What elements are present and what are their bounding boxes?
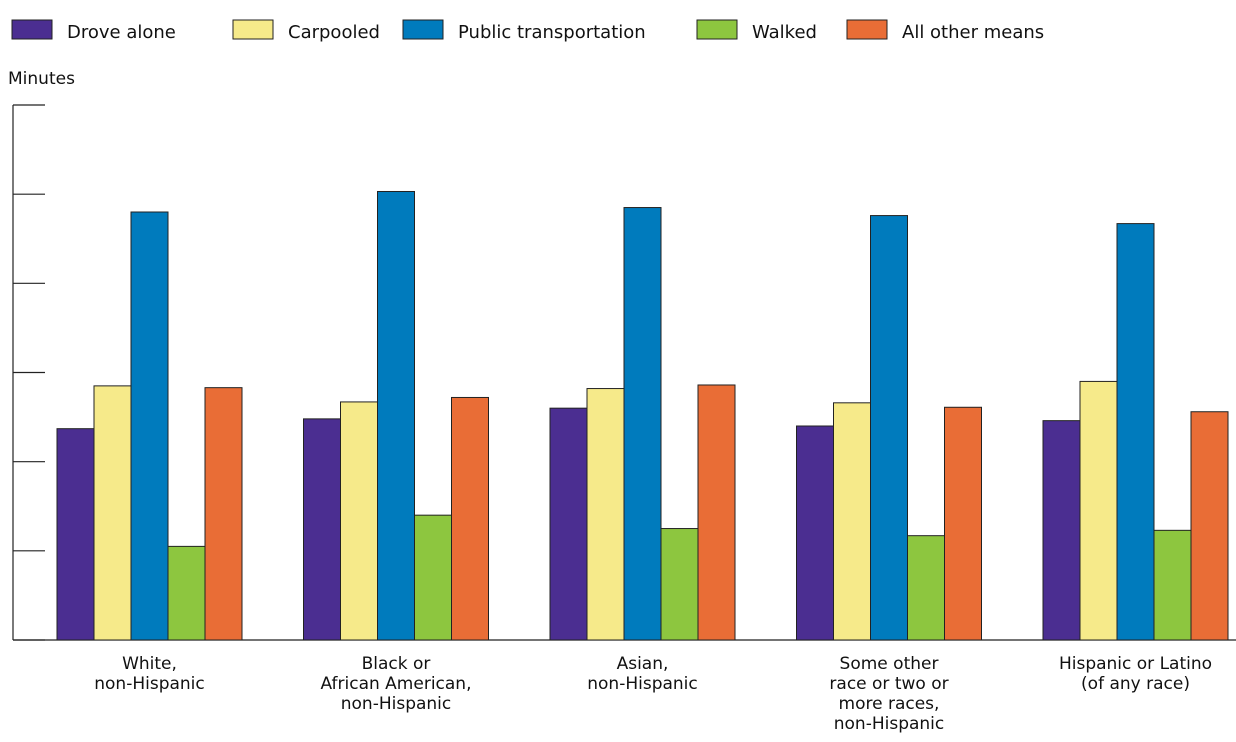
bar-walked <box>414 514 452 641</box>
x-tick-label: Hispanic or Latino (of any race) <box>1059 654 1212 694</box>
legend-swatch <box>402 19 444 40</box>
legend-label: All other means <box>902 22 1044 43</box>
legend-item-walked: Walked <box>696 19 817 43</box>
bars <box>56 190 1229 641</box>
legend-label: Walked <box>752 22 817 43</box>
legend-item-public-transportation: Public transportation <box>402 19 646 43</box>
bar-public-transportation <box>377 190 415 641</box>
legend-swatch <box>846 19 888 40</box>
bar-all-other-means <box>944 406 982 641</box>
bar-group-2 <box>303 190 489 641</box>
y-axis-title: Minutes <box>8 69 75 89</box>
bar-drove-alone <box>796 425 834 641</box>
legend-item-carpooled: Carpooled <box>232 19 380 43</box>
bar-group-3 <box>549 207 736 641</box>
legend-label: Public transportation <box>458 22 646 43</box>
bar-group-1 <box>56 211 243 641</box>
bar-all-other-means <box>451 396 489 641</box>
bar-public-transportation <box>870 215 908 641</box>
legend-swatch <box>11 19 53 40</box>
bar-walked <box>660 528 699 641</box>
legend: Drove alone Carpooled Public transportatio… <box>11 19 1044 43</box>
x-tick-label: White, non-Hispanic <box>94 654 205 694</box>
bar-all-other-means <box>1190 411 1229 641</box>
x-tick-label: Some other race or two or more races, non-H… <box>829 654 948 734</box>
bar-drove-alone <box>549 407 588 641</box>
x-tick-label: Black or African American, non-Hispanic <box>321 654 472 714</box>
legend-swatch <box>232 19 274 40</box>
bar-walked <box>907 535 945 641</box>
x-axis-labels: White, non-Hispanic Black or African Americ… <box>94 654 1212 734</box>
legend-item-all-other-means: All other means <box>846 19 1044 43</box>
bar-carpooled <box>586 388 625 641</box>
bar-public-transportation <box>1116 223 1155 641</box>
bar-public-transportation <box>130 211 169 641</box>
legend-label: Carpooled <box>288 22 380 43</box>
bar-all-other-means <box>697 384 736 641</box>
bar-carpooled <box>833 402 871 641</box>
bar-drove-alone <box>303 418 341 641</box>
bar-carpooled <box>340 401 378 641</box>
x-tick-label: Asian, non-Hispanic <box>587 654 698 694</box>
bar-carpooled <box>1079 380 1118 641</box>
bar-group-5 <box>1042 223 1229 641</box>
bar-drove-alone <box>1042 420 1081 641</box>
bar-walked <box>167 545 206 641</box>
bar-public-transportation <box>623 207 662 641</box>
bar-walked <box>1153 529 1192 641</box>
bar-all-other-means <box>204 387 243 641</box>
bar-carpooled <box>93 385 132 641</box>
legend-label: Drove alone <box>67 22 176 43</box>
bar-drove-alone <box>56 428 95 641</box>
legend-item-drove-alone: Drove alone <box>11 19 176 43</box>
legend-swatch <box>696 19 738 40</box>
bar-group-4 <box>796 215 982 641</box>
